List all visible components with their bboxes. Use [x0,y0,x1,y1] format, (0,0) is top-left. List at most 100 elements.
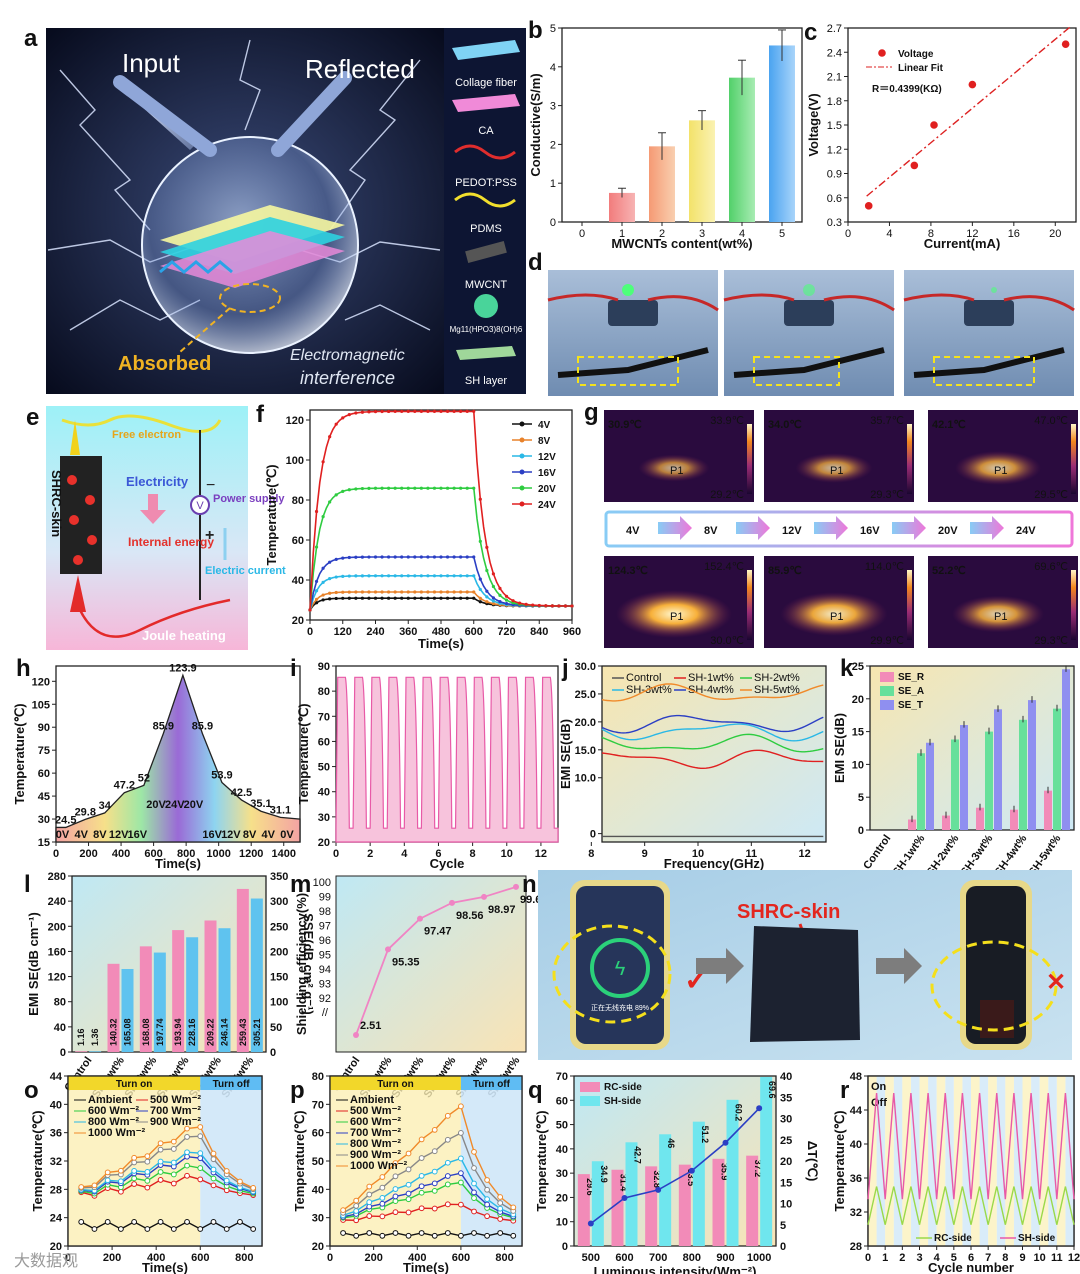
delta-point [756,1105,763,1112]
plot-frame [573,1075,777,1247]
x-tick-label: 12 [1068,1252,1080,1264]
series-point [393,409,397,414]
series-point [406,486,410,490]
voltage-label: 8V [704,525,718,537]
data-point [484,1213,490,1220]
data-label: 95.35 [392,956,420,968]
bar [678,1164,691,1246]
data-point [340,1230,346,1236]
peak-label: 42.5 [231,787,252,799]
top-electrode [70,420,80,455]
x-tick-label: 840 [530,626,548,638]
bar [121,968,134,1052]
peak-label: 35.1 [250,798,271,810]
y-tick-label: 0 [60,1047,66,1059]
on-band [1039,1076,1049,1246]
color-scale [747,570,752,640]
data-point [405,1166,412,1173]
y-axis-label: EMI SE(dB) [832,713,847,783]
y-tick-label: 200 [48,921,66,933]
bar [186,937,199,1052]
legend-label: 4V [538,420,551,431]
y-tick-label: 50 [312,1156,324,1168]
y2-tick-label: 50 [270,1022,282,1034]
series-point [459,596,463,600]
series-point [314,597,319,602]
y-tick-label: 32 [50,1156,62,1168]
voltage-track [604,510,1074,548]
legend-label: 800 Wm⁻² [350,1138,401,1150]
data-point [418,1230,425,1236]
data-point [353,1031,359,1038]
series-point [367,574,371,578]
hot-spot [952,595,1044,633]
bar [659,1134,672,1246]
data-point [471,1230,477,1236]
data-point [131,1154,138,1161]
panel-o: o 20 24 28 32 36 40 44 0 200 400 600 800 Time(s) Temp… [24,1071,263,1274]
data-point [418,1155,425,1161]
series-point [367,596,371,600]
bar [107,963,120,1052]
x-tick-label: 0 [53,848,59,860]
series-point [406,555,410,559]
bar-value: 193.94 [173,1018,183,1046]
y-tick-label: 44 [50,1071,63,1083]
y-tick-label: 75 [38,745,50,757]
series-point [393,596,397,600]
x-tick-label: 2 [367,848,373,860]
y-axis-label: Shielding efficiency(%) [294,893,309,1035]
series-point [373,574,378,578]
y-tick-label: 95 [319,950,331,962]
series-line [867,1092,1075,1200]
series-point [400,555,404,559]
legend-label: 700 Wm⁻² [350,1127,401,1139]
charging-status: 正在无线充电 89% [591,1003,649,1012]
series-point [563,604,568,608]
y-axis-label: Voltage(V) [806,93,821,156]
series-point [341,574,345,578]
x-tick-label: 3 [916,1252,922,1264]
legend-label: 16V [538,468,556,479]
legend-label: SH-side [604,1096,642,1107]
series-point [314,601,319,605]
series-point [419,596,423,600]
bar-value: 51.2 [700,1126,710,1144]
marker-p1: P1 [670,611,683,623]
series-point [459,409,463,414]
series-point [334,422,338,426]
data-point [131,1175,138,1182]
data-point [144,1153,151,1160]
panel-d: d [528,249,1075,396]
x-tick-label: 4 [934,1252,941,1264]
series-point [432,555,437,559]
series-point [550,604,554,608]
panel-n: n ϟ 正在无线充电 89% ✓ SHRC-skin ✕ [522,870,1072,1060]
data-point [458,1201,464,1208]
data-point [864,202,873,210]
legend-swatch [880,700,894,710]
color-scale [907,424,912,494]
series-point [413,486,417,490]
legend-swatch [580,1082,600,1092]
data-point [170,1171,177,1178]
y2-tick-label: 300 [270,896,288,908]
series-point [373,596,378,600]
series-point [570,604,574,608]
y-tick-label: 2 [550,139,556,151]
series-point [341,590,345,594]
series-point [445,555,450,559]
y-tick-label: 40 [850,1139,862,1151]
x-tick-label: 6 [435,848,441,860]
bar [139,946,152,1052]
series-point [426,486,430,490]
series-point [334,557,338,561]
legend-label: 700 Wm⁻² [150,1105,201,1117]
data-label: 2.51 [360,1020,381,1032]
data-point [471,1195,477,1201]
bar-value: 246.14 [220,1018,230,1046]
min-temp: 29.3℃ [1034,635,1068,647]
series-point [314,579,319,584]
data-point [197,1124,204,1130]
